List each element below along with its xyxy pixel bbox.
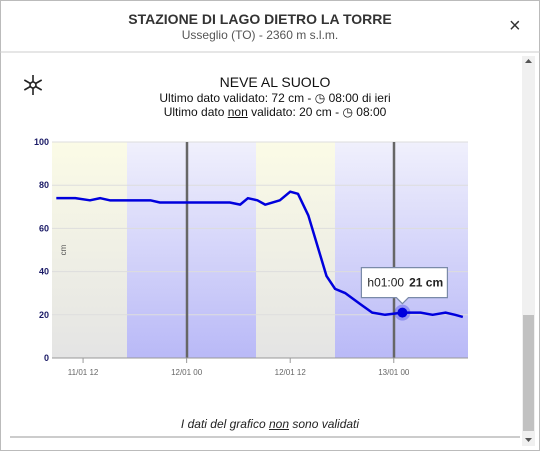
scroll-up[interactable] <box>525 59 532 63</box>
x-tick-label: 11/01 12 <box>68 368 99 377</box>
background-band <box>52 142 127 358</box>
tooltip-text: h01:00 21 cm <box>367 276 443 290</box>
y-axis-label: cm <box>59 244 68 255</box>
y-tick-label: 20 <box>39 310 49 320</box>
footer-text: sono validati <box>289 417 360 431</box>
y-tick-label: 0 <box>44 353 49 363</box>
info-line: Ultimo dato validato: 72 cm - ◷ 08:00 di… <box>15 91 535 105</box>
scroll-down[interactable] <box>525 438 532 442</box>
info-text: Ultimo dato validato: 72 cm - <box>159 91 315 105</box>
tooltip-label: h01:00 <box>367 276 404 290</box>
x-tick-label: 12/01 00 <box>171 368 203 377</box>
x-tick-label: 13/01 00 <box>378 368 410 377</box>
y-tick-label: 40 <box>39 267 49 277</box>
info-text: 08:00 di ieri <box>328 91 391 105</box>
tooltip-value: 21 cm <box>409 276 443 290</box>
info-text: validato: 20 cm - <box>247 105 343 119</box>
footer-text: I dati del grafico <box>180 417 269 431</box>
close-button[interactable]: × <box>509 15 521 37</box>
footer-note: I dati del grafico non sono validati <box>10 417 530 431</box>
background-band <box>127 142 256 358</box>
background-band <box>256 142 335 358</box>
station-subtitle: Usseglio (TO) - 2360 m s.l.m. <box>181 28 339 42</box>
info-line: Ultimo dato non validato: 20 cm - ◷ 08:0… <box>15 105 535 119</box>
chart-title: NEVE AL SUOLO <box>219 74 331 90</box>
y-tick-label: 60 <box>39 223 49 233</box>
x-tick-label: 12/01 12 <box>275 368 307 377</box>
info-text: non <box>227 105 248 119</box>
background-band <box>335 142 468 358</box>
y-tick-label: 80 <box>39 180 49 190</box>
y-tick-label: 100 <box>34 137 49 147</box>
scroll-thumb[interactable] <box>523 315 534 431</box>
tooltip-point <box>397 307 408 318</box>
clock-icon: ◷ <box>314 91 329 105</box>
data-line <box>56 190 464 319</box>
info-text: Ultimo dato <box>163 105 228 119</box>
snowflake-icon <box>23 75 43 95</box>
clock-icon: ◷ <box>342 105 357 119</box>
station-title: STAZIONE DI LAGO DIETRO LA TORRE <box>128 11 392 27</box>
footer-text: non <box>268 417 290 431</box>
tooltip-box <box>360 267 449 305</box>
info-text: 08:00 <box>356 105 387 119</box>
